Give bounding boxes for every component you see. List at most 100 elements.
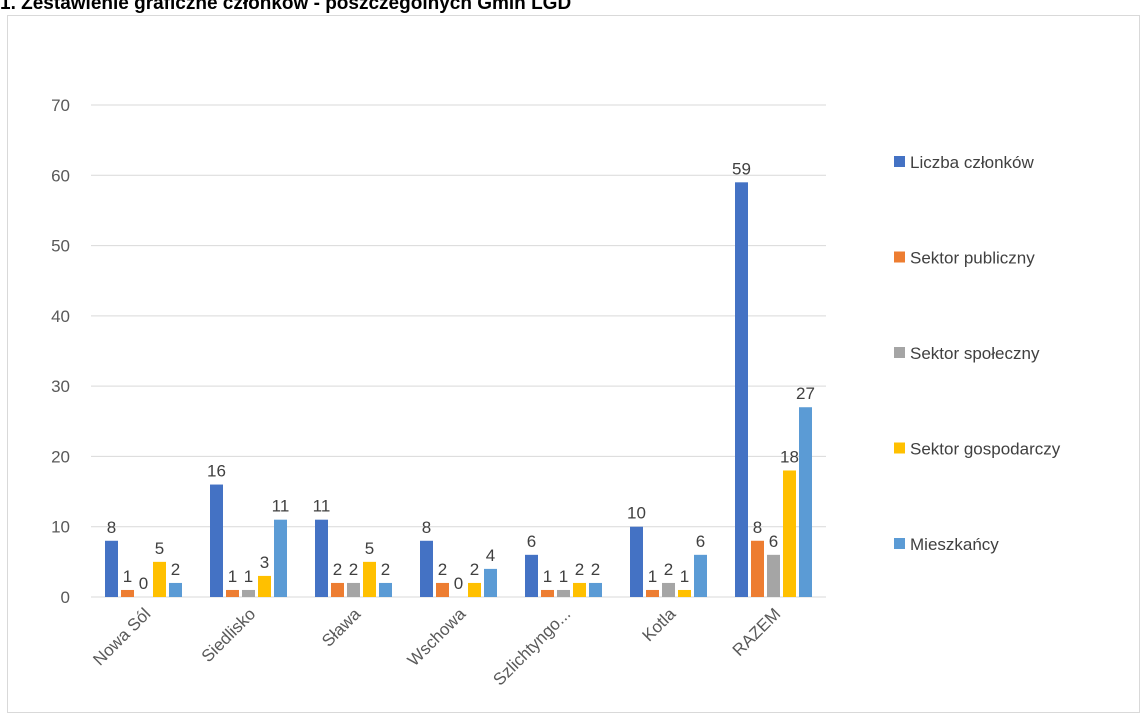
legend-label: Sektor publiczny xyxy=(910,249,1035,268)
y-tick-label: 20 xyxy=(51,447,70,466)
legend-item-mieszkancy: Mieszkańcy xyxy=(894,535,999,554)
data-label: 2 xyxy=(591,560,600,579)
data-label: 2 xyxy=(333,560,342,579)
bar-mieszkancy xyxy=(379,582,392,597)
x-tick-label: RAZEM xyxy=(729,604,785,660)
data-label: 3 xyxy=(260,553,269,572)
bars xyxy=(105,182,812,598)
bar-sektor-publiczny xyxy=(331,582,344,597)
legend-label: Sektor gospodarczy xyxy=(910,440,1061,459)
data-label: 2 xyxy=(664,560,673,579)
bar-sektor-publiczny xyxy=(121,589,134,597)
legend-item-liczba-czlonkow: Liczba członków xyxy=(894,153,1035,172)
data-label: 8 xyxy=(107,518,116,537)
data-label: 6 xyxy=(527,532,536,551)
bar-sektor-publiczny xyxy=(226,589,239,597)
data-label: 2 xyxy=(438,560,447,579)
x-tick-label: Sława xyxy=(318,604,365,651)
chart-frame: 0 10 20 30 40 50 60 70 8 1 0 5 2 16 1 1 3 11 11 2 2 5 2 8 2 0 2 4 6… xyxy=(7,15,1140,713)
legend-item-sektor-gospodarczy: Sektor gospodarczy xyxy=(894,440,1061,459)
legend: Liczba członków Sektor publiczny Sektor sp… xyxy=(894,153,1061,554)
data-label: 2 xyxy=(381,560,390,579)
data-label: 2 xyxy=(470,560,479,579)
bar-mieszkancy xyxy=(694,554,707,597)
bar-sektor-spoleczny xyxy=(767,554,780,597)
bar-sektor-gospodarczy xyxy=(153,561,166,597)
y-tick-label: 0 xyxy=(61,588,70,607)
data-label: 2 xyxy=(349,560,358,579)
x-tick-label: Szlichtyngo... xyxy=(489,604,574,689)
bar-mieszkancy xyxy=(589,582,602,597)
bar-sektor-publiczny xyxy=(436,582,449,597)
data-label: 1 xyxy=(228,567,237,586)
legend-swatch xyxy=(894,156,905,167)
legend-swatch xyxy=(894,442,905,454)
x-axis-ticks: Nowa Sól Siedlisko Sława Wschowa Szlichtyngo… xyxy=(89,604,784,689)
x-tick-label: Kotla xyxy=(638,604,679,645)
data-label: 11 xyxy=(272,497,290,516)
data-label: 18 xyxy=(780,447,799,466)
x-tick-label: Siedlisko xyxy=(198,604,260,666)
data-label: 1 xyxy=(680,567,689,586)
data-label: 8 xyxy=(422,518,431,537)
legend-label: Mieszkańcy xyxy=(910,535,999,554)
data-label: 8 xyxy=(753,518,762,537)
bar-sektor-spoleczny xyxy=(242,589,255,597)
y-tick-label: 60 xyxy=(51,166,70,185)
bar-sektor-gospodarczy xyxy=(258,575,271,597)
data-label: 5 xyxy=(365,539,374,558)
y-tick-label: 10 xyxy=(51,518,70,537)
bar-liczba-czlonkow xyxy=(315,519,328,597)
bar-sektor-gospodarczy xyxy=(363,561,376,597)
legend-swatch xyxy=(894,347,905,358)
data-label: 59 xyxy=(732,159,751,178)
data-label: 0 xyxy=(139,574,148,593)
bar-liczba-czlonkow xyxy=(105,540,118,597)
bar-sektor-spoleczny xyxy=(347,582,360,597)
data-label: 10 xyxy=(627,504,646,523)
y-tick-label: 70 xyxy=(51,96,70,115)
data-label: 16 xyxy=(207,462,226,481)
page-title: 1. Zestawienie graficzne członków - posz… xyxy=(0,0,572,14)
y-axis-ticks: 0 10 20 30 40 50 60 70 xyxy=(51,96,70,607)
data-label: 2 xyxy=(575,560,584,579)
bar-liczba-czlonkow xyxy=(420,540,433,597)
data-label: 5 xyxy=(155,539,164,558)
bar-sektor-gospodarczy xyxy=(573,582,586,597)
data-label: 2 xyxy=(171,560,180,579)
legend-item-sektor-publiczny: Sektor publiczny xyxy=(894,249,1035,268)
bar-sektor-publiczny xyxy=(541,589,554,597)
bar-sektor-spoleczny xyxy=(662,582,675,597)
bar-mieszkancy xyxy=(484,568,497,597)
gridlines xyxy=(91,104,826,598)
bar-sektor-spoleczny xyxy=(557,589,570,597)
legend-item-sektor-spoleczny: Sektor społeczny xyxy=(894,344,1040,363)
bar-liczba-czlonkow xyxy=(210,484,223,597)
legend-swatch xyxy=(894,251,905,263)
bar-sektor-publiczny xyxy=(646,589,659,597)
legend-swatch xyxy=(894,538,905,549)
bar-sektor-gospodarczy xyxy=(468,582,481,597)
y-tick-label: 30 xyxy=(51,377,70,396)
y-tick-label: 50 xyxy=(51,237,70,256)
data-label: 1 xyxy=(559,567,568,586)
bar-liczba-czlonkow xyxy=(735,182,748,598)
data-label: 4 xyxy=(486,546,495,565)
bar-mieszkancy xyxy=(274,519,287,597)
bar-mieszkancy xyxy=(169,582,182,597)
bar-sektor-gospodarczy xyxy=(678,589,691,597)
data-label: 11 xyxy=(313,497,331,516)
data-label: 0 xyxy=(454,574,463,593)
legend-label: Sektor społeczny xyxy=(910,344,1040,363)
bar-sektor-gospodarczy xyxy=(783,470,796,597)
bar-liczba-czlonkow xyxy=(525,554,538,597)
x-tick-label: Nowa Sól xyxy=(89,604,154,669)
data-label: 6 xyxy=(696,532,705,551)
bar-mieszkancy xyxy=(799,407,812,597)
bar-liczba-czlonkow xyxy=(630,526,643,597)
x-tick-label: Wschowa xyxy=(404,604,470,670)
data-label: 1 xyxy=(244,567,253,586)
data-label: 1 xyxy=(543,567,552,586)
